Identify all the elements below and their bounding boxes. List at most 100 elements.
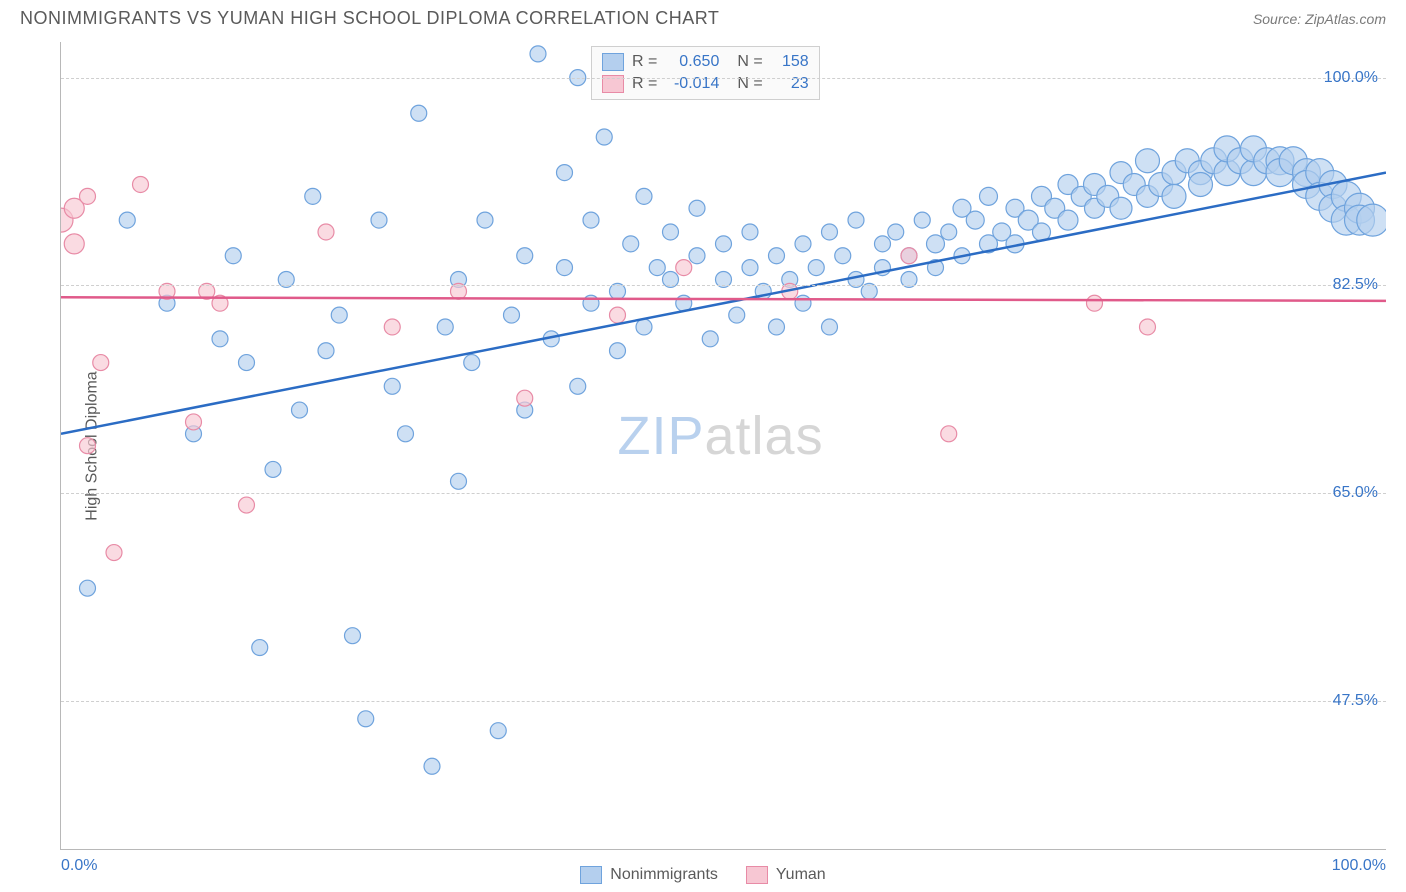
data-point bbox=[821, 319, 837, 335]
data-point bbox=[490, 723, 506, 739]
data-point bbox=[557, 260, 573, 276]
data-point bbox=[609, 343, 625, 359]
data-point bbox=[477, 212, 493, 228]
bottom-legend-label: Nonimmigrants bbox=[610, 866, 718, 884]
data-point bbox=[636, 319, 652, 335]
data-point bbox=[133, 176, 149, 192]
data-point bbox=[729, 307, 745, 323]
data-point bbox=[702, 331, 718, 347]
data-point bbox=[795, 295, 811, 311]
data-point bbox=[464, 355, 480, 371]
data-point bbox=[715, 236, 731, 252]
data-point bbox=[848, 212, 864, 228]
data-point bbox=[504, 307, 520, 323]
data-point bbox=[768, 319, 784, 335]
data-point bbox=[517, 390, 533, 406]
data-point bbox=[371, 212, 387, 228]
data-point bbox=[835, 248, 851, 264]
data-point bbox=[398, 426, 414, 442]
correlation-legend: R =0.650N =158R =-0.014N =23 bbox=[591, 46, 820, 100]
data-point bbox=[795, 236, 811, 252]
y-tick-label: 47.5% bbox=[1333, 692, 1378, 710]
data-point bbox=[888, 224, 904, 240]
data-point bbox=[941, 224, 957, 240]
bottom-legend-item: Yuman bbox=[746, 866, 826, 884]
data-point bbox=[437, 319, 453, 335]
data-point bbox=[106, 545, 122, 561]
data-point bbox=[411, 105, 427, 121]
data-point bbox=[186, 414, 202, 430]
y-tick-label: 65.0% bbox=[1333, 484, 1378, 502]
data-point bbox=[80, 188, 96, 204]
data-point bbox=[742, 224, 758, 240]
data-point bbox=[331, 307, 347, 323]
data-point bbox=[821, 224, 837, 240]
legend-row: R =-0.014N =23 bbox=[602, 73, 809, 95]
data-point bbox=[384, 319, 400, 335]
data-point bbox=[966, 211, 984, 229]
data-point bbox=[1139, 319, 1155, 335]
data-point bbox=[676, 260, 692, 276]
data-point bbox=[358, 711, 374, 727]
bottom-legend-label: Yuman bbox=[776, 866, 826, 884]
data-point bbox=[1162, 184, 1186, 208]
data-point bbox=[119, 212, 135, 228]
data-point bbox=[596, 129, 612, 145]
gridline bbox=[61, 285, 1386, 286]
data-point bbox=[768, 248, 784, 264]
data-point bbox=[305, 188, 321, 204]
data-point bbox=[530, 46, 546, 62]
series-legend: Nonimmigrants Yuman bbox=[0, 866, 1406, 884]
bottom-legend-item: Nonimmigrants bbox=[580, 866, 718, 884]
legend-r-label: R = bbox=[632, 53, 657, 71]
data-point bbox=[742, 260, 758, 276]
data-point bbox=[265, 461, 281, 477]
data-point bbox=[80, 438, 96, 454]
data-point bbox=[649, 260, 665, 276]
legend-swatch bbox=[602, 53, 624, 71]
gridline bbox=[61, 701, 1386, 702]
data-point bbox=[292, 402, 308, 418]
legend-n-label: N = bbox=[737, 53, 762, 71]
scatter-plot bbox=[61, 42, 1386, 849]
data-point bbox=[239, 355, 255, 371]
data-point bbox=[1058, 210, 1078, 230]
data-point bbox=[384, 378, 400, 394]
legend-swatch bbox=[746, 866, 768, 884]
data-point bbox=[901, 248, 917, 264]
y-tick-label: 100.0% bbox=[1324, 69, 1378, 87]
legend-row: R =0.650N =158 bbox=[602, 51, 809, 73]
data-point bbox=[874, 236, 890, 252]
data-point bbox=[941, 426, 957, 442]
trend-line bbox=[61, 173, 1386, 434]
data-point bbox=[424, 758, 440, 774]
data-point bbox=[1188, 172, 1212, 196]
source-label: Source: ZipAtlas.com bbox=[1253, 11, 1386, 27]
data-point bbox=[609, 307, 625, 323]
data-point bbox=[689, 200, 705, 216]
data-point bbox=[1086, 295, 1102, 311]
y-tick-label: 82.5% bbox=[1333, 276, 1378, 294]
data-point bbox=[583, 212, 599, 228]
data-point bbox=[318, 224, 334, 240]
data-point bbox=[252, 640, 268, 656]
data-point bbox=[225, 248, 241, 264]
data-point bbox=[80, 580, 96, 596]
data-point bbox=[662, 224, 678, 240]
data-point bbox=[979, 187, 997, 205]
data-point bbox=[926, 235, 944, 253]
legend-swatch bbox=[580, 866, 602, 884]
data-point bbox=[1357, 204, 1386, 236]
data-point bbox=[93, 355, 109, 371]
data-point bbox=[636, 188, 652, 204]
data-point bbox=[570, 378, 586, 394]
data-point bbox=[451, 473, 467, 489]
gridline bbox=[61, 78, 1386, 79]
data-point bbox=[623, 236, 639, 252]
trend-line bbox=[61, 297, 1386, 301]
data-point bbox=[914, 212, 930, 228]
data-point bbox=[689, 248, 705, 264]
gridline bbox=[61, 493, 1386, 494]
data-point bbox=[557, 165, 573, 181]
data-point bbox=[345, 628, 361, 644]
